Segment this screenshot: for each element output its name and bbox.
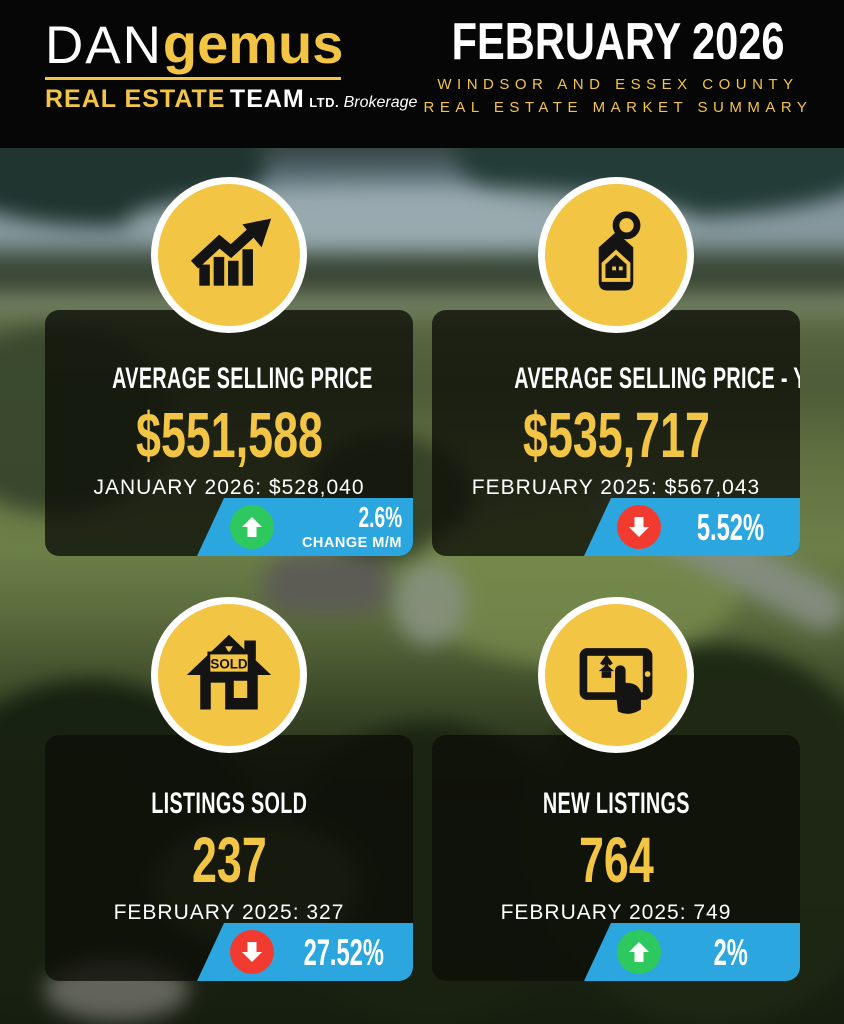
down-arrow-badge <box>230 930 274 974</box>
stat-card-average-selling-price: AVERAGE SELLING PRICE $551,588 JANUARY 2… <box>45 310 413 556</box>
up-arrow-badge <box>230 505 274 549</box>
stat-value: $535,717 <box>522 399 710 471</box>
change-ribbon: 2% <box>584 923 800 981</box>
stat-title: AVERAGE SELLING PRICE <box>112 362 373 395</box>
stat-card-listings-sold: LISTINGS SOLD 237 FEBRUARY 2025: 327 27.… <box>45 735 413 981</box>
stat-title: NEW LISTINGS <box>542 787 690 820</box>
brand-name: DANgemus <box>45 16 417 75</box>
stat-comparison: JANUARY 2026: $528,040 <box>93 476 365 499</box>
report-region-line2: REAL ESTATE MARKET SUMMARY <box>423 99 813 116</box>
report-region-line1: WINDSOR AND ESSEX COUNTY <box>437 76 799 93</box>
down-arrow-badge <box>617 505 661 549</box>
report-heading: FEBRUARY 2026 WINDSOR AND ESSEX COUNTY R… <box>400 16 836 116</box>
arrow-down-icon <box>242 942 262 962</box>
brand-tagline-ltd: LTD. <box>309 95 340 110</box>
brand-name-secondary: gemus <box>162 12 344 75</box>
stat-value: 764 <box>578 824 654 896</box>
icon-circle-sold-house: SOLD <box>151 597 307 753</box>
change-ribbon: 2.6% CHANGE M/M <box>197 498 413 556</box>
trending-bar-chart-icon <box>190 218 272 286</box>
photo-region-driveway <box>394 562 466 646</box>
sold-sign-label: SOLD <box>210 656 248 671</box>
price-tag-house-icon <box>598 211 641 291</box>
stat-comparison: FEBRUARY 2025: $567,043 <box>471 476 761 499</box>
stat-value: $551,588 <box>135 399 323 471</box>
brand-tagline-real-estate: REAL ESTATE <box>45 85 226 113</box>
stat-comparison: FEBRUARY 2025: 327 <box>113 901 345 924</box>
sold-house-icon: SOLD <box>186 634 272 710</box>
change-percent: 2.6% <box>358 501 402 534</box>
change-ribbon: 5.52% <box>584 498 800 556</box>
brand-logo: DANgemus REAL ESTATE TEAM LTD. Brokerage <box>45 16 417 112</box>
report-month-title: FEBRUARY 2026 <box>451 13 785 71</box>
brand-tagline: REAL ESTATE TEAM LTD. Brokerage <box>45 87 417 112</box>
brand-tagline-brokerage: Brokerage <box>343 94 418 111</box>
change-percent: 5.52% <box>696 506 765 548</box>
stat-card-new-listings: NEW LISTINGS 764 FEBRUARY 2025: 749 2% <box>432 735 800 981</box>
change-percent-block: 2.6% CHANGE M/M <box>274 501 413 551</box>
tablet-tap-listing-icon <box>579 648 653 714</box>
stat-title: LISTINGS SOLD <box>150 787 308 820</box>
brand-divider-rule <box>45 77 341 80</box>
stat-comparison: FEBRUARY 2025: 749 <box>500 901 732 924</box>
icon-circle-price-trend <box>151 177 307 333</box>
arrow-up-icon <box>242 517 262 537</box>
icon-circle-new-listing <box>538 597 694 753</box>
stat-value: 237 <box>191 824 267 896</box>
arrow-down-icon <box>629 517 649 537</box>
brand-name-primary: DAN <box>45 16 163 75</box>
photo-region-treeline <box>0 252 844 294</box>
photo-region-house <box>264 552 389 614</box>
icon-circle-price-tag <box>538 177 694 333</box>
stat-title: AVERAGE SELLING PRICE - YTD <box>514 362 800 395</box>
change-percent: 27.52% <box>303 931 384 973</box>
stat-card-average-selling-price-ytd: AVERAGE SELLING PRICE - YTD $535,717 FEB… <box>432 310 800 556</box>
change-ribbon: 27.52% <box>197 923 413 981</box>
change-percent: 2% <box>713 931 748 973</box>
header-bar: DANgemus REAL ESTATE TEAM LTD. Brokerage… <box>0 0 844 148</box>
brand-tagline-team: TEAM <box>229 85 305 113</box>
change-period-label: CHANGE M/M <box>301 534 402 551</box>
arrow-up-icon <box>629 942 649 962</box>
up-arrow-badge <box>617 930 661 974</box>
